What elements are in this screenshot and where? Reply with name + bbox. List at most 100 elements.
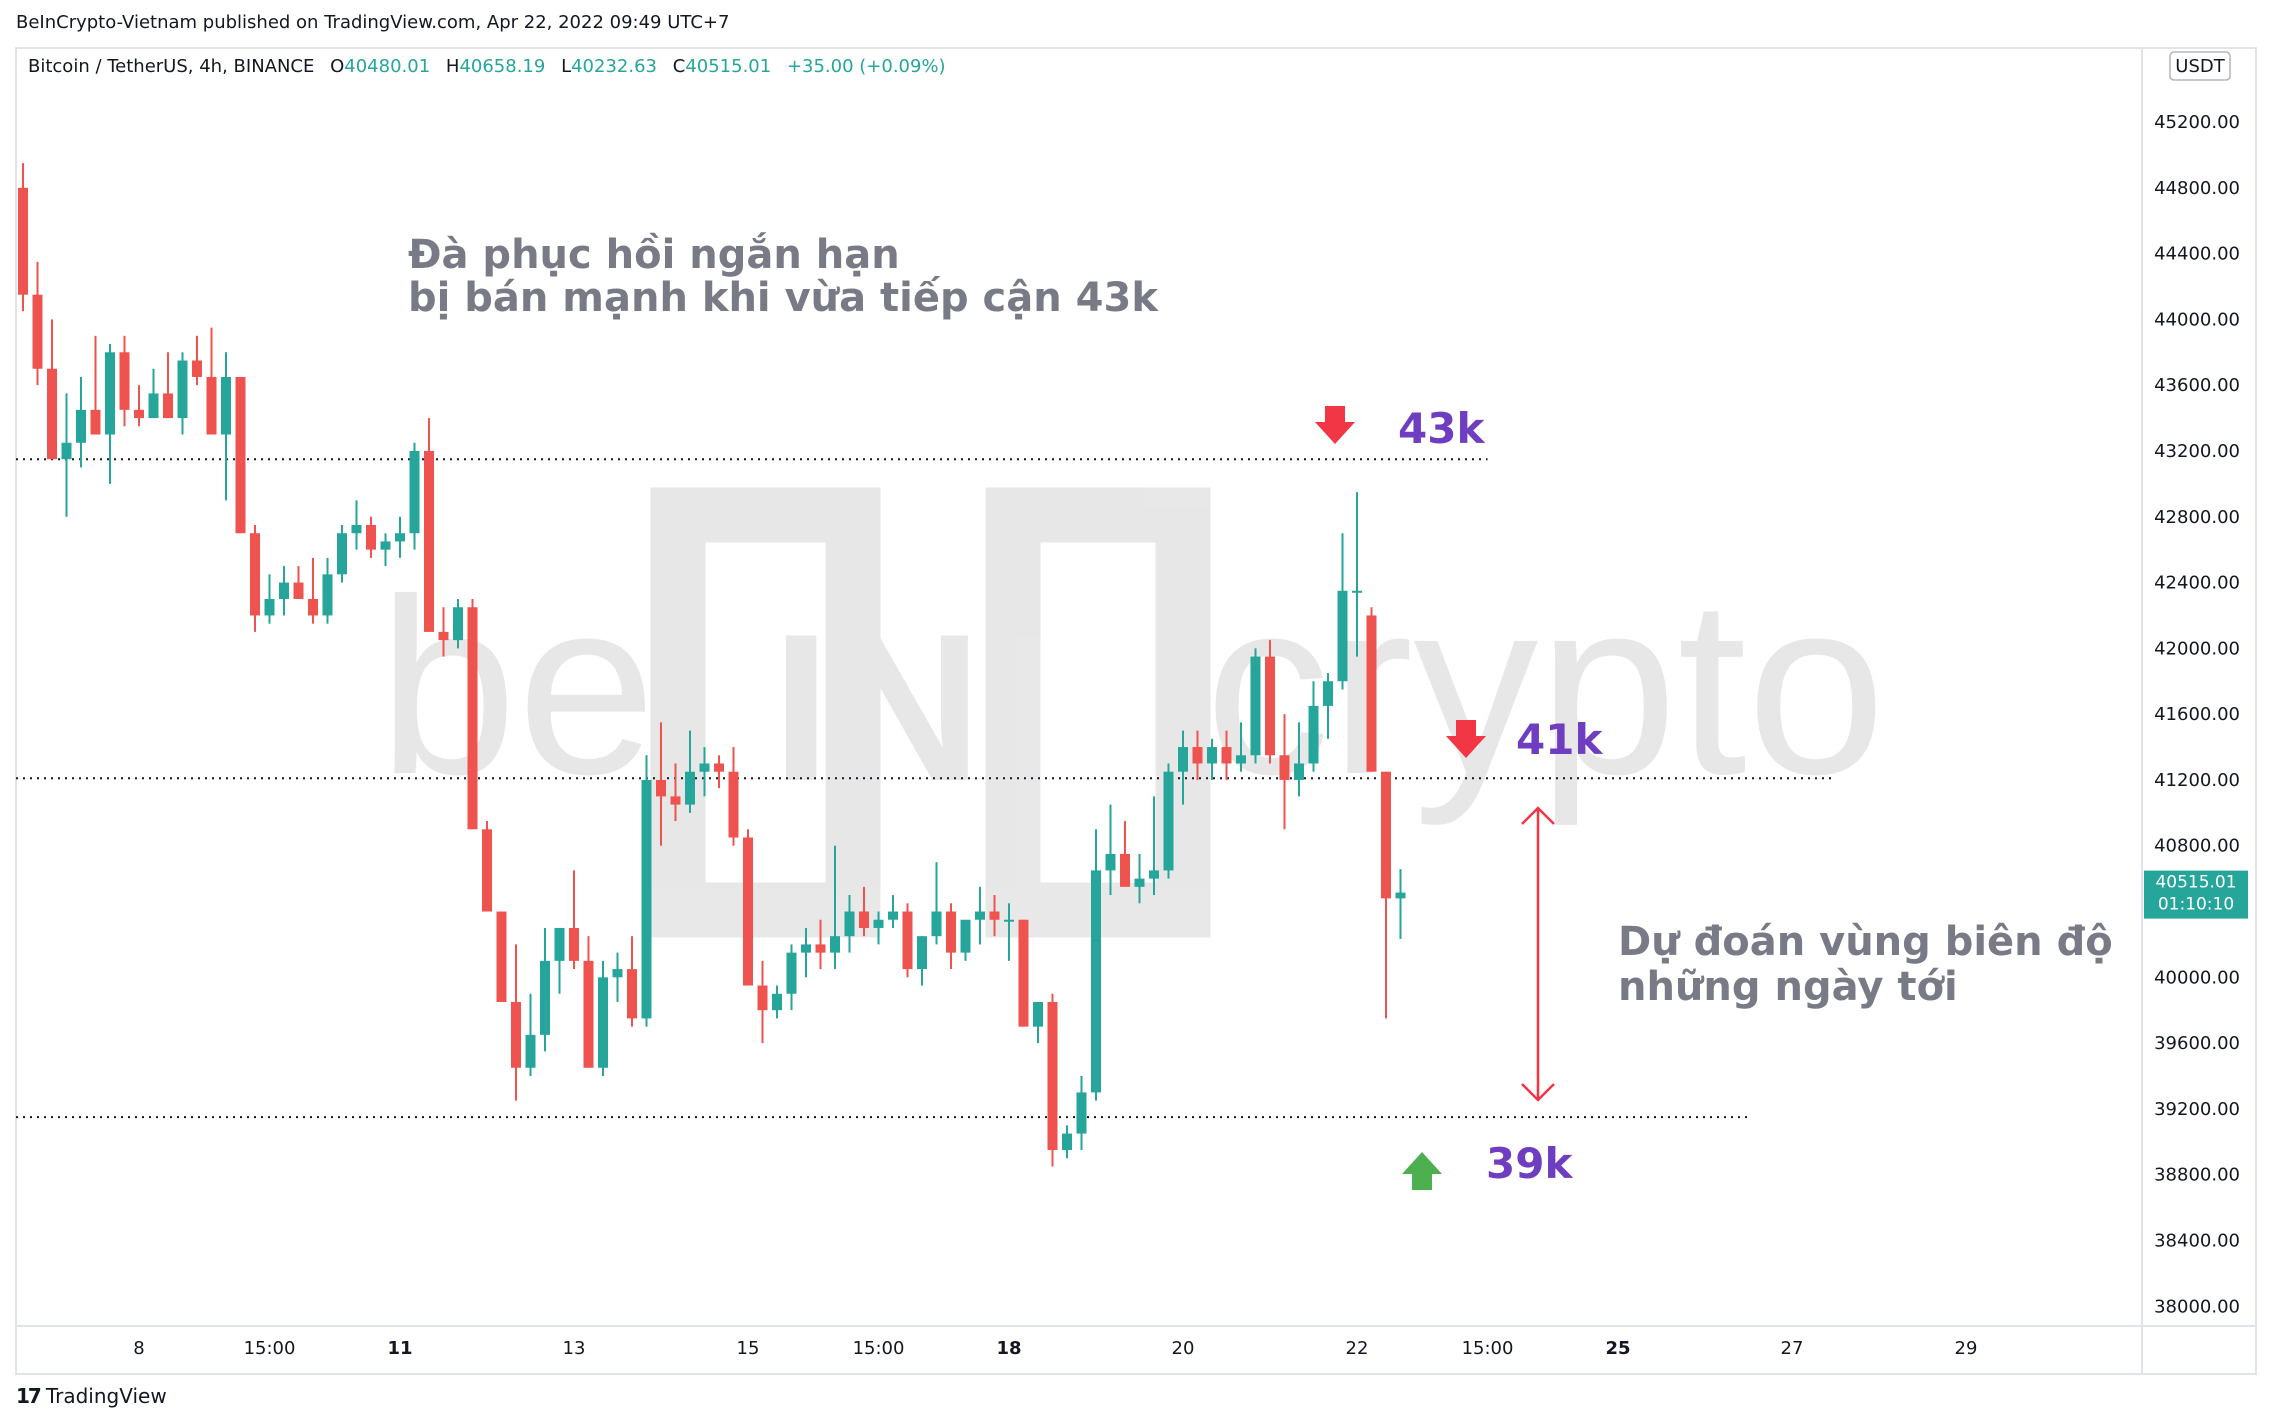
candle-body bbox=[279, 582, 289, 600]
candle-body bbox=[482, 829, 492, 912]
candle-body bbox=[177, 360, 188, 419]
footer-brand[interactable]: 17 TradingView bbox=[16, 1384, 167, 1408]
candle-body bbox=[1395, 892, 1406, 899]
candle-body bbox=[47, 368, 57, 460]
watermark-bracket-left bbox=[650, 487, 881, 938]
candle-body bbox=[1062, 1133, 1072, 1151]
candle-body bbox=[989, 911, 1000, 920]
candle-body bbox=[395, 533, 405, 542]
price-axis[interactable]: 45200.00 44800.00 44400.00 44000.00 43600.00… bbox=[2154, 112, 2240, 1317]
candle-body bbox=[641, 779, 652, 1019]
candle-body bbox=[322, 574, 333, 616]
candle-body bbox=[699, 763, 710, 772]
candle-body bbox=[163, 393, 173, 419]
candle-body bbox=[670, 796, 681, 805]
candle-body bbox=[960, 919, 971, 953]
candle-body bbox=[409, 450, 420, 534]
time-tick-label: 27 bbox=[1781, 1338, 1804, 1359]
svg-text:Bitcoin / TetherUS, 4h, BINANC: Bitcoin / TetherUS, 4h, BINANCE O40480.0… bbox=[28, 56, 946, 77]
tradingview-logo-icon: 17 bbox=[16, 1384, 42, 1408]
publisher-line: BeInCrypto-Vietnam published on TradingV… bbox=[16, 12, 730, 33]
candlestick-series bbox=[18, 163, 1406, 1167]
candle-body bbox=[685, 771, 695, 805]
footer-brand-label: TradingView bbox=[45, 1384, 167, 1408]
candle-body bbox=[308, 599, 318, 616]
candle-body bbox=[1221, 747, 1232, 764]
down-arrow-43k-icon bbox=[1315, 406, 1355, 444]
price-tick-label: 43600.00 bbox=[2154, 375, 2240, 396]
candle-body bbox=[511, 1001, 521, 1068]
price-tick-label: 42400.00 bbox=[2154, 573, 2240, 594]
candle-body bbox=[76, 409, 86, 443]
candle-body bbox=[554, 927, 565, 961]
candle-body bbox=[148, 393, 159, 419]
current-price-badge: 40515.01 01:10:10 bbox=[2144, 870, 2248, 919]
candle-body bbox=[61, 442, 72, 460]
candle-body bbox=[1279, 755, 1290, 780]
low-value: 40232.63 bbox=[571, 56, 657, 77]
time-axis[interactable]: 8 15:00 11 13 15 15:00 18 20 22 15:00 25 27 29 bbox=[133, 1338, 1977, 1359]
candle-body bbox=[293, 582, 304, 600]
time-tick-label: 15:00 bbox=[1462, 1338, 1514, 1359]
candle-body bbox=[1366, 615, 1377, 772]
current-price-value: 40515.01 bbox=[2155, 873, 2236, 893]
countdown-value: 01:10:10 bbox=[2158, 895, 2234, 915]
close-value: 40515.01 bbox=[685, 56, 771, 77]
change-value: +35.00 (+0.09%) bbox=[787, 56, 946, 77]
candle-body bbox=[902, 911, 913, 970]
price-tick-label: 44000.00 bbox=[2154, 309, 2240, 330]
candle-body bbox=[598, 977, 608, 1068]
annotations: Đà phục hồi ngắn hạn bị bán mạnh khi vừa… bbox=[408, 231, 2113, 1190]
price-tick-label: 39200.00 bbox=[2154, 1099, 2240, 1120]
horizontal-levels bbox=[16, 458, 1836, 1119]
price-tick-label: 38000.00 bbox=[2154, 1296, 2240, 1317]
candle-body bbox=[1163, 771, 1174, 871]
candle-body bbox=[801, 944, 811, 953]
candle-body bbox=[1105, 853, 1116, 871]
candle-body bbox=[540, 960, 550, 1035]
price-tick-label: 42000.00 bbox=[2154, 638, 2240, 659]
candle-body bbox=[815, 944, 826, 953]
candle-body bbox=[569, 927, 579, 961]
candle-body bbox=[1134, 878, 1145, 887]
candle-body bbox=[1352, 590, 1362, 593]
title-annotation-line1: Đà phục hồi ngắn hạn bbox=[408, 231, 900, 278]
time-tick-label: 25 bbox=[1605, 1338, 1630, 1359]
candle-body bbox=[525, 1034, 536, 1068]
candle-body bbox=[250, 533, 260, 616]
candle-body bbox=[757, 985, 768, 1011]
candle-body bbox=[975, 911, 985, 920]
watermark-be: be bbox=[378, 547, 656, 826]
candle-body bbox=[1091, 870, 1101, 1093]
candle-body bbox=[786, 952, 797, 994]
candle-body bbox=[714, 763, 724, 772]
time-tick-label: 13 bbox=[563, 1338, 586, 1359]
candle-body bbox=[1076, 1092, 1087, 1134]
candle-body bbox=[627, 969, 637, 1019]
time-tick-label: 22 bbox=[1346, 1338, 1369, 1359]
candle-body bbox=[1337, 590, 1348, 682]
label-39k: 39k bbox=[1486, 1139, 1573, 1188]
candle-body bbox=[612, 969, 623, 978]
candle-body bbox=[453, 607, 463, 641]
candle-body bbox=[32, 294, 43, 369]
candle-body bbox=[1250, 656, 1261, 756]
watermark-crypto: crypto bbox=[1205, 547, 1886, 826]
candle-body bbox=[380, 541, 391, 550]
currency-badge[interactable]: USDT bbox=[2175, 56, 2225, 77]
price-tick-label: 39600.00 bbox=[2154, 1033, 2240, 1054]
candle-body bbox=[337, 533, 347, 575]
candle-body bbox=[1294, 763, 1304, 780]
time-tick-label: 18 bbox=[996, 1338, 1021, 1359]
candle-body bbox=[1236, 755, 1246, 764]
candle-body bbox=[1323, 681, 1333, 706]
price-tick-label: 42800.00 bbox=[2154, 507, 2240, 528]
chart-frame bbox=[15, 47, 2257, 1375]
candle-body bbox=[1047, 1001, 1058, 1151]
candle-body bbox=[496, 911, 507, 1002]
time-tick-label: 15 bbox=[737, 1338, 760, 1359]
candle-body bbox=[844, 911, 855, 937]
candle-body bbox=[264, 599, 275, 616]
candle-body bbox=[351, 524, 362, 534]
